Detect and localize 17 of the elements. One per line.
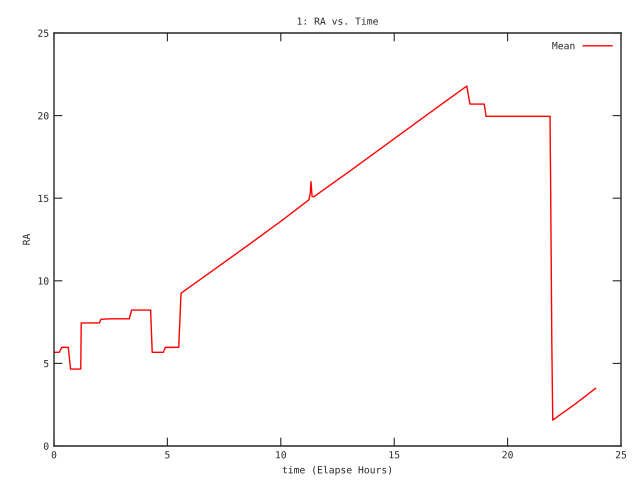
y-axis-title: RA [22,234,30,245]
x-tick-label: 10 [276,451,286,458]
y-tick-label: 15 [38,194,48,202]
x-tick-label: 15 [390,451,400,458]
x-tick-label: 25 [616,451,626,458]
x-tick-label: 5 [165,451,170,458]
x-tick-label: 20 [502,451,513,458]
chart-title: 1: RA vs. Time [298,17,378,25]
y-tick-label: 25 [38,30,48,37]
line-series [54,85,596,421]
x-tick-label: 0 [52,451,56,458]
y-tick-label: 20 [38,112,49,120]
legend-label: Mean [552,42,574,50]
x-axis-title: time (Elapse Hours) [282,466,392,476]
y-tick-label: 10 [38,277,49,285]
y-tick-label: 0 [44,442,49,450]
y-tick-label: 5 [44,360,48,368]
